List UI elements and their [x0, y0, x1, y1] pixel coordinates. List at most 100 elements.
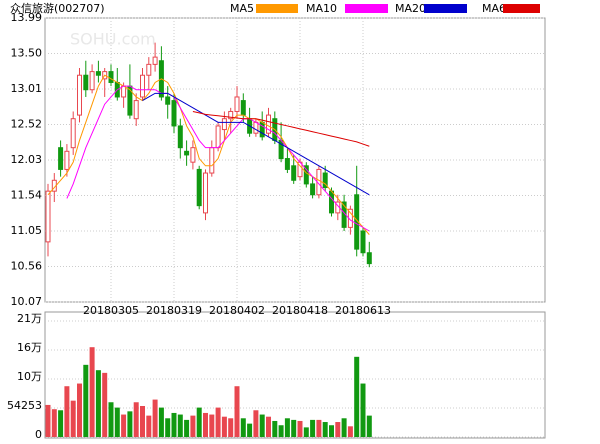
chart-title: 众信旅游(002707): [10, 1, 105, 15]
volume-bar: [316, 419, 322, 437]
candle-body: [291, 165, 297, 181]
legend-swatch: [256, 4, 298, 13]
ma-line: [66, 85, 370, 232]
ma-line: [192, 110, 370, 147]
volume-bar: [171, 412, 177, 437]
candle-body: [108, 71, 114, 83]
candle-body: [310, 183, 316, 196]
volume-bar: [146, 415, 152, 437]
candle-body: [303, 165, 309, 185]
x-tick-label: 20180319: [146, 304, 202, 317]
volume-bar: [83, 364, 89, 437]
volume-bar: [165, 418, 171, 437]
volume-bar: [95, 370, 101, 437]
volume-bar: [64, 386, 70, 437]
volume-bar: [341, 418, 347, 437]
volume-bar: [152, 399, 158, 437]
legend-swatch: [345, 4, 388, 13]
candle-body: [171, 100, 177, 127]
candle-body: [234, 96, 240, 112]
volume-bar: [366, 415, 372, 437]
volume-bar: [360, 383, 366, 437]
volume-bar: [335, 422, 341, 437]
candle-body: [64, 150, 70, 170]
y-tick-label: 13.99: [11, 11, 43, 24]
legend-swatch: [503, 4, 540, 13]
candle-body: [121, 85, 127, 98]
volume-bar: [228, 418, 234, 437]
candle-body: [77, 74, 82, 116]
candle-body: [184, 150, 190, 156]
candle-body: [259, 121, 265, 138]
volume-bar: [247, 423, 253, 437]
legend-label: MA5: [230, 2, 254, 15]
y-tick-label: 54253: [7, 399, 42, 412]
candle-body: [89, 71, 95, 91]
volume-bar: [77, 383, 82, 437]
x-tick-label: 20180418: [272, 304, 328, 317]
y-tick-label: 0: [35, 428, 42, 440]
x-tick-label: 20180305: [83, 304, 139, 317]
candle-body: [196, 168, 202, 207]
volume-bar: [70, 400, 76, 437]
volume-bar: [310, 419, 316, 437]
y-tick-label: 11.05: [11, 224, 43, 237]
volume-bar: [89, 347, 95, 437]
volume-bar: [253, 410, 259, 437]
candle-body: [228, 110, 234, 120]
y-tick-label: 10.07: [11, 295, 43, 308]
volume-bar: [133, 402, 139, 437]
volume-bar: [221, 416, 227, 437]
x-tick-label: 20180613: [335, 304, 391, 317]
volume-bar: [114, 407, 120, 437]
candle-body: [203, 172, 208, 214]
candle-body: [58, 147, 64, 170]
candle-body: [366, 252, 372, 265]
y-tick-label: 10万: [17, 370, 42, 383]
volume-bar: [347, 426, 353, 437]
candle-body: [133, 100, 139, 120]
volume-bar: [303, 427, 309, 437]
volume-bar: [51, 409, 57, 437]
candle-body: [190, 147, 196, 163]
candle-body: [240, 100, 246, 116]
legend-label: MA10: [306, 2, 337, 15]
candle-body: [83, 74, 89, 91]
volume-bar: [259, 414, 265, 437]
volume-bar: [158, 407, 164, 437]
volume-bar: [297, 420, 303, 437]
volume-bar: [121, 414, 127, 437]
volume-bar: [209, 414, 215, 437]
volume-bar: [177, 414, 183, 437]
candle-body: [95, 71, 101, 76]
candle-body: [140, 74, 145, 98]
volume-bar: [58, 410, 64, 437]
volume-bar: [329, 425, 334, 437]
legend-label: MA20: [395, 2, 426, 15]
volume-bar: [190, 415, 196, 437]
volume-bar: [184, 419, 190, 437]
volume-bar: [291, 419, 297, 437]
candle-body: [45, 190, 51, 243]
volume-bar: [240, 418, 246, 437]
volume-bar: [203, 412, 208, 437]
candle-body: [165, 96, 171, 105]
y-tick-label: 12.52: [11, 118, 43, 131]
volume-bar: [278, 425, 284, 437]
candle-body: [152, 56, 158, 65]
legend-swatch: [424, 4, 467, 13]
volume-bar: [127, 411, 133, 437]
candle-body: [177, 125, 183, 149]
y-tick-label: 13.01: [11, 82, 43, 95]
candle-body: [70, 118, 76, 149]
candle-body: [221, 118, 227, 131]
candle-body: [322, 172, 328, 189]
volume-bar: [102, 372, 108, 437]
y-tick-label: 10.56: [11, 260, 43, 273]
candle-body: [329, 190, 334, 214]
volume-bar: [215, 407, 221, 437]
candle-body: [209, 147, 215, 174]
candle-body: [146, 63, 152, 76]
watermark: SOHU.com: [70, 30, 156, 49]
